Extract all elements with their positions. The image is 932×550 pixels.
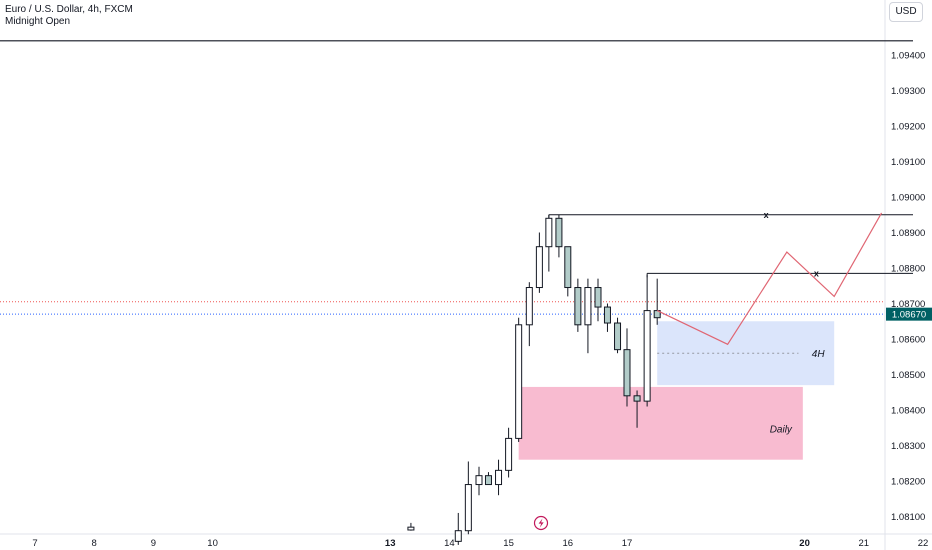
candle-body: [545, 217, 553, 248]
price-tick-label: 1.09400: [891, 51, 925, 62]
symbol-title: Euro / U.S. Dollar, 4h, FXCM: [5, 4, 133, 15]
time-tick-label: 10: [207, 538, 218, 549]
time-tick-label: 20: [799, 538, 810, 549]
candle-body: [643, 310, 651, 402]
time-tick-label: 9: [151, 538, 156, 549]
candle-body: [407, 526, 415, 531]
price-tick-label: 1.08400: [891, 406, 925, 417]
time-tick-label: 13: [385, 538, 396, 549]
price-tick-label: 1.09000: [891, 193, 925, 204]
candle-body: [484, 475, 492, 486]
price-tick-label: 1.08500: [891, 370, 925, 381]
time-tick-label: 14: [444, 538, 455, 549]
price-tick-label: 1.08600: [891, 335, 925, 346]
candle-body: [614, 322, 622, 351]
price-tick-label: 1.08300: [891, 441, 925, 452]
candle-body: [564, 246, 572, 289]
candle-body: [505, 437, 513, 471]
candle-body: [574, 287, 582, 326]
candle-body: [603, 306, 611, 324]
candle-body: [633, 395, 641, 402]
candle-body: [515, 324, 523, 439]
zone-4h[interactable]: [657, 321, 835, 386]
indicator-label[interactable]: Midnight Open: [5, 16, 71, 27]
drawing-lines-layer: xx: [0, 40, 913, 315]
price-tick-label: 1.08700: [891, 299, 925, 310]
price-tick-label: 1.08200: [891, 477, 925, 488]
high-line-marker-2: x: [814, 268, 819, 278]
currency-button[interactable]: USD: [889, 2, 923, 22]
candle-body: [594, 287, 602, 308]
price-tick-label: 1.09100: [891, 157, 925, 168]
zone-label-daily: Daily: [770, 424, 793, 435]
overlay-layer: [533, 212, 883, 531]
high-line-marker-1: x: [764, 210, 769, 220]
projection-path[interactable]: [656, 212, 883, 346]
candle-body: [584, 287, 592, 326]
candle-body: [525, 287, 533, 326]
zone-label-4h: 4H: [812, 349, 826, 360]
price-tick-label: 1.08800: [891, 264, 925, 275]
candle-body: [623, 349, 631, 397]
time-tick-label: 17: [622, 538, 633, 549]
price-axis[interactable]: 1.09400 1.09300 1.09200 1.09100 1.09000 1.089…: [886, 51, 932, 524]
time-tick-label: 21: [859, 538, 870, 549]
price-tick-label: 1.09200: [891, 122, 925, 133]
time-tick-label: 16: [563, 538, 574, 549]
price-tick-label: 1.09300: [891, 86, 925, 97]
candle-body: [555, 217, 563, 248]
zone-daily[interactable]: [518, 386, 803, 460]
candle-body: [495, 469, 503, 486]
zones-layer: Daily 4H: [518, 321, 835, 460]
price-tick-label: 1.08900: [891, 228, 925, 239]
time-tick-label: 15: [503, 538, 514, 549]
candle-body: [535, 246, 543, 289]
candles-layer: [407, 214, 661, 545]
time-tick-label: 22: [918, 538, 929, 549]
lightning-bolt: [538, 518, 544, 528]
candle-body: [464, 484, 472, 532]
candle-body: [475, 475, 483, 486]
time-axis[interactable]: 789101314151617202122232427: [32, 538, 932, 549]
price-tick-label: 1.08100: [891, 512, 925, 523]
candle-body: [454, 530, 462, 542]
current-price-label: 1.08670: [892, 310, 926, 321]
time-tick-label: 7: [32, 538, 37, 549]
current-price-badge: [886, 307, 932, 321]
time-tick-label: 8: [92, 538, 97, 549]
